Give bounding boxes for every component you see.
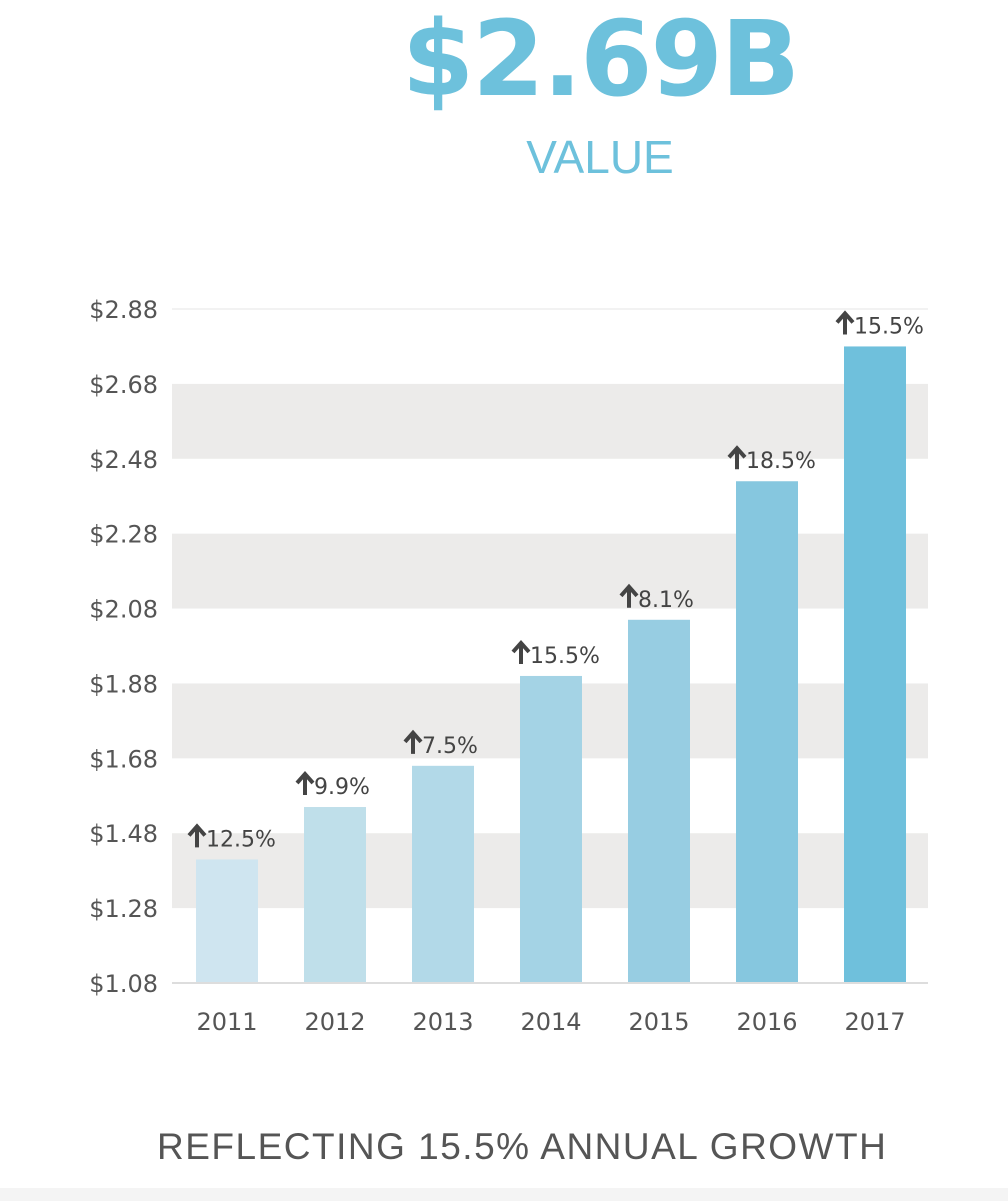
bar-2017 <box>844 346 906 983</box>
x-tick-label: 2011 <box>196 1008 257 1036</box>
bar-chart: $1.08 $1.28 $1.48 $1.68 $1.88 $2.08 $2.28 $2.48… <box>89 296 928 1036</box>
up-arrow-icon <box>727 445 747 470</box>
x-tick-label: 2016 <box>736 1008 797 1036</box>
y-tick-label: $1.28 <box>89 895 158 923</box>
x-tick-label: 2012 <box>304 1008 365 1036</box>
growth-label: 8.1% <box>638 588 694 613</box>
up-arrow-icon <box>187 823 207 848</box>
up-arrow-icon <box>295 771 315 796</box>
x-tick-label: 2015 <box>628 1008 689 1036</box>
y-tick-label: $2.68 <box>89 371 158 399</box>
footer-caption: REFLECTING 15.5% ANNUAL GROWTH <box>157 1126 888 1167</box>
growth-label: 9.9% <box>314 775 370 800</box>
y-tick-label: $2.88 <box>89 296 158 324</box>
headline-label: VALUE <box>526 131 674 183</box>
growth-label: 15.5% <box>854 314 924 339</box>
bar-2012 <box>304 807 366 983</box>
growth-label: 7.5% <box>422 734 478 759</box>
y-tick-label: $1.88 <box>89 670 158 698</box>
grid-band <box>172 383 928 459</box>
x-tick-label: 2014 <box>520 1008 581 1036</box>
growth-label: 15.5% <box>530 644 600 669</box>
up-arrow-icon <box>511 639 531 664</box>
y-tick-label: $2.28 <box>89 521 158 549</box>
bar-2011 <box>196 859 258 983</box>
bar-2013 <box>412 765 474 983</box>
bar-2014 <box>520 675 582 983</box>
y-tick-label: $1.48 <box>89 820 158 848</box>
bottom-strip <box>0 1188 1008 1201</box>
x-tick-label: 2013 <box>412 1008 473 1036</box>
headline-value: $2.69B <box>401 0 800 120</box>
up-arrow-icon <box>835 310 855 335</box>
up-arrow-icon <box>403 729 423 754</box>
growth-label: 12.5% <box>206 827 276 852</box>
y-tick-label: $1.08 <box>89 970 158 998</box>
x-tick-label: 2017 <box>844 1008 905 1036</box>
up-arrow-icon <box>619 583 639 608</box>
y-tick-label: $1.68 <box>89 745 158 773</box>
growth-label: 18.5% <box>746 449 816 474</box>
y-tick-label: $2.48 <box>89 446 158 474</box>
bar-2016 <box>736 481 798 983</box>
y-tick-label: $2.08 <box>89 596 158 624</box>
grid-band <box>172 533 928 609</box>
bar-2015 <box>628 619 690 983</box>
